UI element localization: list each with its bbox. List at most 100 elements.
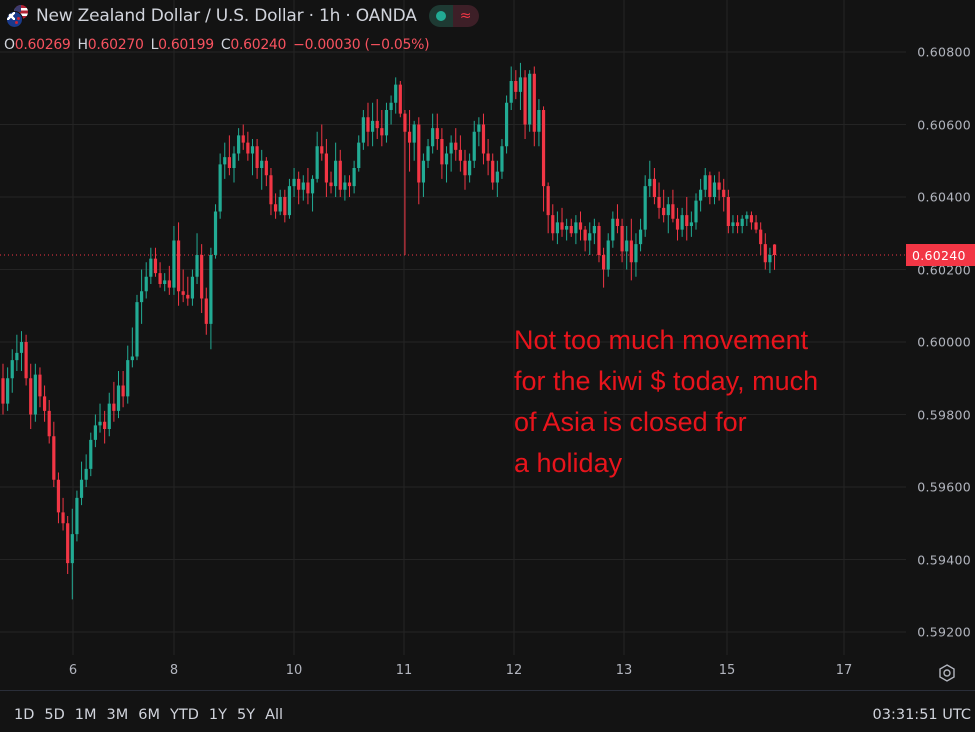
candle-body — [149, 258, 153, 277]
candle-body — [103, 421, 107, 429]
candle-body — [560, 222, 564, 230]
candle-body — [389, 102, 393, 110]
candle-body — [666, 204, 670, 216]
candle-body — [172, 240, 176, 288]
candle-body — [70, 534, 74, 564]
candle-body — [458, 149, 462, 161]
candle-body — [380, 128, 384, 136]
candle-body — [273, 204, 278, 212]
candle-body — [292, 178, 296, 187]
open-value: 0.60269 — [14, 37, 71, 53]
candle-body — [694, 200, 698, 223]
range-button-6m[interactable]: 6M — [138, 707, 161, 723]
candle-body — [33, 374, 37, 415]
range-button-1y[interactable]: 1Y — [208, 707, 228, 723]
candle-body — [574, 222, 578, 234]
candle-body — [509, 81, 513, 103]
candle-body — [440, 139, 444, 165]
ohlc-legend: O0.60269 H0.60270 L0.60199 C0.60240 −0.0… — [4, 37, 430, 53]
candle-body — [52, 436, 56, 480]
candle-body — [223, 157, 227, 165]
range-button-5y[interactable]: 5Y — [237, 707, 256, 723]
candle-body — [246, 142, 250, 154]
candle-body — [181, 291, 185, 295]
candle-body — [555, 222, 559, 234]
candle-body — [606, 240, 610, 270]
candle-body — [407, 131, 412, 143]
symbol-title[interactable]: New Zealand Dollar / U.S. Dollar · 1h · … — [36, 6, 417, 26]
candle-body — [731, 222, 735, 226]
candle-body — [546, 186, 550, 216]
candle-body — [643, 186, 647, 230]
candle-body — [384, 110, 389, 136]
candle-body — [241, 135, 245, 143]
candle-body — [347, 182, 352, 187]
candle-body — [463, 160, 467, 176]
price-tick-label: 0.60800 — [917, 44, 971, 60]
candlestick-chart[interactable] — [0, 0, 975, 690]
candle-body — [66, 523, 70, 564]
candle-body — [634, 244, 638, 263]
candle-body — [320, 146, 324, 154]
candle-body — [717, 182, 721, 190]
candle-body — [551, 215, 555, 234]
settings-gear-icon[interactable] — [936, 662, 958, 684]
range-button-1d[interactable]: 1D — [14, 707, 35, 723]
annotation-text[interactable]: Not too much movement for the kiwi $ tod… — [514, 325, 819, 478]
candle-body — [491, 160, 495, 183]
candle-body — [204, 298, 208, 324]
candle-body — [158, 273, 162, 284]
price-tick-label: 0.60400 — [917, 189, 971, 205]
candle-body — [278, 197, 282, 212]
candle-body — [703, 175, 707, 190]
candle-body — [315, 146, 319, 179]
candle-body — [472, 131, 476, 161]
price-tick-label: 0.60000 — [917, 334, 971, 350]
candle-body — [153, 258, 158, 274]
candle-body — [468, 160, 472, 176]
candle-body — [366, 117, 370, 132]
candle-body — [260, 160, 264, 168]
range-button-1m[interactable]: 1M — [74, 707, 97, 723]
candle-body — [343, 182, 347, 190]
range-button-3m[interactable]: 3M — [106, 707, 129, 723]
candle-body — [116, 385, 121, 411]
candle-body — [675, 218, 680, 230]
candle-body — [417, 124, 421, 183]
candle-body — [255, 146, 259, 168]
market-status-pill[interactable]: ≈ — [428, 5, 479, 27]
open-label: O — [4, 37, 15, 53]
candle-body — [75, 497, 79, 535]
candle-body — [745, 215, 749, 219]
candle-body — [726, 197, 730, 226]
candle-body — [685, 215, 689, 226]
candle-body — [708, 175, 712, 197]
candle-body — [412, 124, 416, 143]
range-button-ytd[interactable]: YTD — [170, 707, 199, 723]
candle-body — [371, 120, 375, 132]
range-button-5d[interactable]: 5D — [44, 707, 65, 723]
candle-body — [772, 244, 777, 255]
candle-body — [93, 425, 97, 440]
price-tick-label: 0.60600 — [917, 117, 971, 132]
candle-body — [671, 204, 675, 219]
utc-clock[interactable]: 03:31:51 UTC — [872, 707, 971, 723]
candle-body — [250, 146, 255, 154]
candle-body — [398, 84, 402, 114]
candle-body — [749, 215, 754, 223]
candle-body — [6, 378, 10, 404]
candle-body — [213, 211, 218, 255]
time-tick-label: 13 — [615, 663, 633, 678]
candle-body — [10, 360, 14, 379]
candle-body — [740, 218, 744, 226]
candle-body — [167, 280, 171, 288]
high-value: 0.60270 — [87, 37, 144, 53]
candle-body — [444, 153, 449, 165]
candle-body — [629, 240, 633, 263]
time-tick-label: 11 — [395, 663, 413, 678]
candle-body — [504, 102, 509, 147]
price-tick-label: 0.59400 — [917, 552, 971, 567]
range-button-all[interactable]: All — [265, 707, 284, 723]
candle-body — [264, 160, 268, 176]
candle-body — [334, 160, 338, 187]
